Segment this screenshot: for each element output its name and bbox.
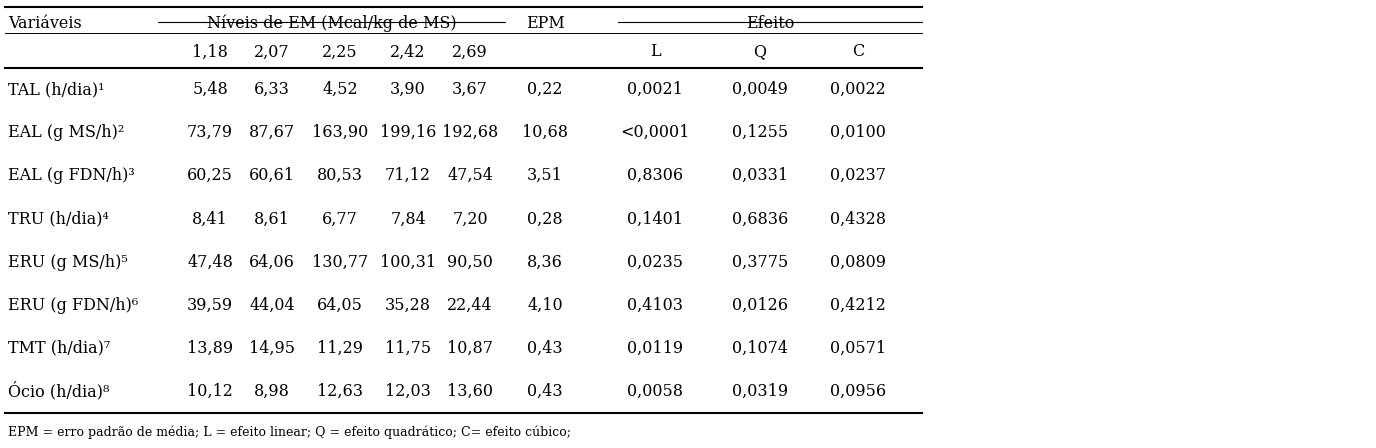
Text: 1,18: 1,18	[193, 43, 228, 60]
Text: 5,48: 5,48	[193, 81, 228, 98]
Text: 0,28: 0,28	[527, 211, 563, 228]
Text: TRU (h/dia)⁴: TRU (h/dia)⁴	[8, 211, 109, 228]
Text: 0,0022: 0,0022	[830, 81, 886, 98]
Text: 192,68: 192,68	[442, 124, 498, 141]
Text: 10,87: 10,87	[447, 340, 493, 357]
Text: 0,1074: 0,1074	[732, 340, 788, 357]
Text: 3,51: 3,51	[527, 167, 563, 184]
Text: Ócio (h/dia)⁸: Ócio (h/dia)⁸	[8, 382, 109, 401]
Text: 0,1255: 0,1255	[732, 124, 788, 141]
Text: 87,67: 87,67	[249, 124, 294, 141]
Text: 0,4212: 0,4212	[830, 297, 886, 314]
Text: 7,84: 7,84	[391, 211, 427, 228]
Text: 0,22: 0,22	[527, 81, 563, 98]
Text: 2,42: 2,42	[391, 43, 425, 60]
Text: <0,0001: <0,0001	[621, 124, 689, 141]
Text: 0,43: 0,43	[527, 383, 563, 400]
Text: 0,0331: 0,0331	[732, 167, 788, 184]
Text: EAL (g FDN/h)³: EAL (g FDN/h)³	[8, 167, 135, 184]
Text: 3,67: 3,67	[453, 81, 488, 98]
Text: 71,12: 71,12	[385, 167, 431, 184]
Text: Q: Q	[754, 43, 766, 60]
Text: 199,16: 199,16	[380, 124, 436, 141]
Text: 11,75: 11,75	[385, 340, 431, 357]
Text: 10,12: 10,12	[187, 383, 233, 400]
Text: 22,44: 22,44	[447, 297, 493, 314]
Text: 60,61: 60,61	[249, 167, 294, 184]
Text: 60,25: 60,25	[187, 167, 233, 184]
Text: 0,43: 0,43	[527, 340, 563, 357]
Text: 14,95: 14,95	[249, 340, 294, 357]
Text: 6,77: 6,77	[322, 211, 358, 228]
Text: 0,6836: 0,6836	[732, 211, 788, 228]
Text: 7,20: 7,20	[453, 211, 488, 228]
Text: 64,05: 64,05	[316, 297, 363, 314]
Text: 44,04: 44,04	[249, 297, 294, 314]
Text: 12,03: 12,03	[385, 383, 431, 400]
Text: 8,61: 8,61	[255, 211, 290, 228]
Text: ERU (g MS/h)⁵: ERU (g MS/h)⁵	[8, 254, 128, 271]
Text: 8,98: 8,98	[255, 383, 290, 400]
Text: TMT (h/dia)⁷: TMT (h/dia)⁷	[8, 340, 110, 357]
Text: 0,0956: 0,0956	[830, 383, 886, 400]
Text: 11,29: 11,29	[316, 340, 363, 357]
Text: 35,28: 35,28	[385, 297, 431, 314]
Text: 0,0100: 0,0100	[830, 124, 886, 141]
Text: 0,0235: 0,0235	[627, 254, 682, 271]
Text: Efeito: Efeito	[746, 14, 794, 31]
Text: 0,0126: 0,0126	[732, 297, 788, 314]
Text: 6,33: 6,33	[255, 81, 290, 98]
Text: 2,69: 2,69	[453, 43, 488, 60]
Text: 12,63: 12,63	[316, 383, 363, 400]
Text: 2,25: 2,25	[322, 43, 358, 60]
Text: 0,0237: 0,0237	[830, 167, 886, 184]
Text: 2,07: 2,07	[255, 43, 290, 60]
Text: 0,0119: 0,0119	[627, 340, 682, 357]
Text: 130,77: 130,77	[312, 254, 369, 271]
Text: 3,90: 3,90	[391, 81, 427, 98]
Text: 8,41: 8,41	[193, 211, 228, 228]
Text: 64,06: 64,06	[249, 254, 294, 271]
Text: C: C	[852, 43, 864, 60]
Text: 0,0809: 0,0809	[830, 254, 886, 271]
Text: EPM: EPM	[526, 14, 564, 31]
Text: TAL (h/dia)¹: TAL (h/dia)¹	[8, 81, 105, 98]
Text: 47,48: 47,48	[187, 254, 233, 271]
Text: EPM = erro padrão de média; L = efeito linear; Q = efeito quadrático; C= efeito : EPM = erro padrão de média; L = efeito l…	[8, 425, 571, 439]
Text: 13,89: 13,89	[187, 340, 233, 357]
Text: 10,68: 10,68	[522, 124, 568, 141]
Text: 100,31: 100,31	[380, 254, 436, 271]
Text: L: L	[649, 43, 660, 60]
Text: 0,4328: 0,4328	[830, 211, 886, 228]
Text: 0,0319: 0,0319	[732, 383, 788, 400]
Text: 39,59: 39,59	[187, 297, 233, 314]
Text: 0,1401: 0,1401	[627, 211, 682, 228]
Text: Níveis de EM (Mcal/kg de MS): Níveis de EM (Mcal/kg de MS)	[206, 14, 457, 32]
Text: ERU (g FDN/h)⁶: ERU (g FDN/h)⁶	[8, 297, 138, 314]
Text: 0,0571: 0,0571	[830, 340, 886, 357]
Text: 13,60: 13,60	[447, 383, 493, 400]
Text: 0,0021: 0,0021	[627, 81, 682, 98]
Text: 4,52: 4,52	[322, 81, 358, 98]
Text: 0,3775: 0,3775	[732, 254, 788, 271]
Text: 0,0058: 0,0058	[627, 383, 682, 400]
Text: 0,8306: 0,8306	[627, 167, 682, 184]
Text: 90,50: 90,50	[447, 254, 493, 271]
Text: 73,79: 73,79	[187, 124, 233, 141]
Text: 80,53: 80,53	[316, 167, 363, 184]
Text: Variáveis: Variáveis	[8, 14, 81, 31]
Text: 0,4103: 0,4103	[627, 297, 682, 314]
Text: 8,36: 8,36	[527, 254, 563, 271]
Text: 4,10: 4,10	[527, 297, 563, 314]
Text: EAL (g MS/h)²: EAL (g MS/h)²	[8, 124, 124, 141]
Text: 163,90: 163,90	[312, 124, 369, 141]
Text: 0,0049: 0,0049	[732, 81, 788, 98]
Text: 47,54: 47,54	[447, 167, 493, 184]
